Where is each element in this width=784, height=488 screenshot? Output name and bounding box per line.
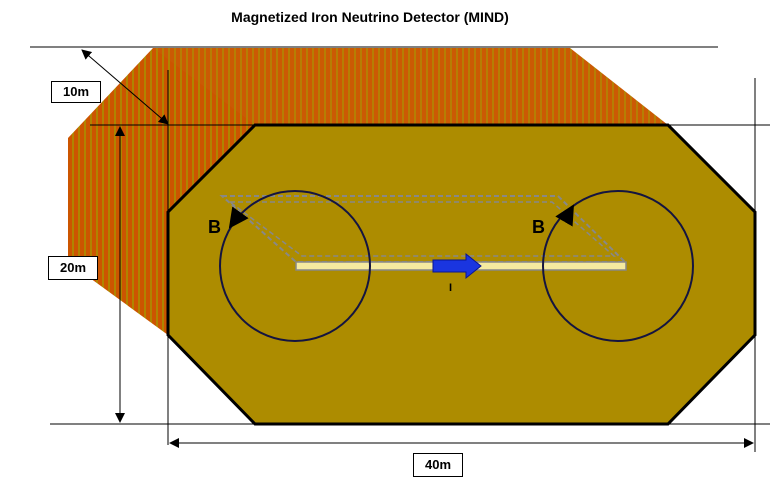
field-loop-right xyxy=(542,190,694,342)
dashed-coil-loop-inner xyxy=(227,201,617,257)
field-label-right: B xyxy=(532,217,545,237)
field-arrow-left xyxy=(228,206,249,229)
field-label-left: B xyxy=(208,217,221,237)
field-arrow-right xyxy=(555,204,575,227)
diagram-title: Magnetized Iron Neutrino Detector (MIND) xyxy=(231,9,509,25)
depth-dimension-arrow xyxy=(81,49,169,125)
detector-stack-top-shade xyxy=(153,48,668,125)
detector-front-face xyxy=(166,123,757,426)
dashed-coil-loop xyxy=(219,195,628,263)
current-direction-arrow xyxy=(432,252,482,280)
height-label: 20m xyxy=(48,256,98,280)
depth-label: 10m xyxy=(51,81,101,103)
width-label: 40m xyxy=(413,453,463,477)
field-loop-left xyxy=(219,190,371,342)
current-label: I xyxy=(449,282,453,294)
